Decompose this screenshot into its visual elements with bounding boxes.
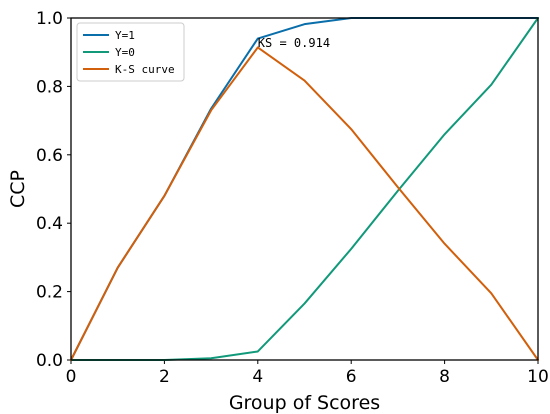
x-tick-label: 0 [66,367,77,387]
ks-annotation: KS = 0.914 [258,36,330,50]
series-line-2 [70,46,539,361]
x-tick-label: 10 [527,367,549,387]
legend-entry: K-S curve [115,63,175,76]
y-tick-label: 0.0 [36,351,63,371]
y-tick-label: 0.6 [36,146,63,166]
legend: Y=1 Y=0 K-S curve [76,22,185,82]
x-axis-title: Group of Scores [229,392,380,414]
axis-ticks: 0 2 4 6 8 10 0.0 0.2 0.4 0.6 0.8 1.0 [36,9,549,387]
x-tick-label: 8 [439,367,450,387]
annotation-layer: KS = 0.914 [258,36,330,50]
y-tick-label: 1.0 [36,9,63,29]
y-tick-label: 0.2 [36,283,63,303]
plot-frame [70,17,539,361]
x-tick-label: 4 [252,367,263,387]
y-tick-label: 0.4 [36,214,63,234]
y-axis-title: CCP [7,170,29,208]
x-tick-label: 6 [346,367,357,387]
legend-entry: Y=0 [115,46,135,59]
legend-box [76,22,185,82]
legend-entry: Y=1 [115,29,135,42]
x-tick-label: 2 [159,367,170,387]
y-tick-label: 0.8 [36,77,63,97]
